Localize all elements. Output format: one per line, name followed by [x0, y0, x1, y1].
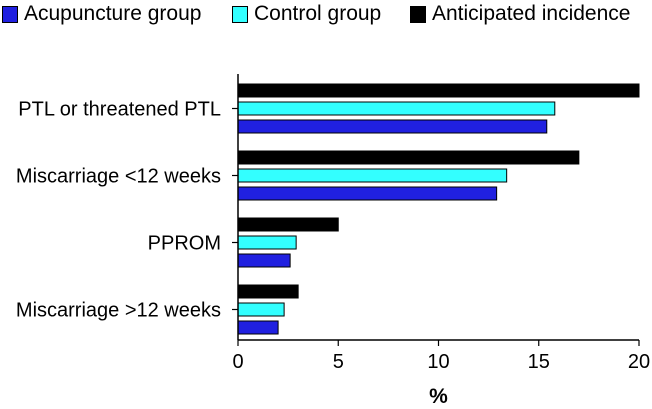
x-tick-label-3: 15	[528, 351, 550, 373]
category-label-0: PTL or threatened PTL	[18, 99, 221, 121]
category-label-3: Miscarriage >12 weeks	[16, 300, 221, 322]
bar-control-3	[237, 302, 285, 317]
legend-item-control: Control group	[232, 2, 381, 26]
legend: Acupuncture group Control group Anticipa…	[0, 2, 652, 30]
bar-acupuncture-0	[237, 119, 548, 134]
category-label-2: PPROM	[148, 233, 221, 255]
legend-swatch-anticipated	[410, 5, 426, 23]
bar-control-2	[237, 235, 297, 250]
x-tick-label-1: 5	[333, 351, 344, 373]
bar-acupuncture-1	[237, 186, 498, 201]
bar-anticipated-3	[237, 284, 299, 299]
legend-label-anticipated: Anticipated incidence	[432, 2, 631, 25]
category-label-1: Miscarriage <12 weeks	[16, 166, 221, 188]
legend-label-control: Control group	[254, 2, 382, 25]
x-axis-label: %	[429, 385, 448, 408]
bar-acupuncture-3	[237, 320, 279, 335]
legend-label-acupuncture: Acupuncture group	[24, 2, 202, 25]
x-tick-label-0: 0	[232, 351, 243, 373]
bar-control-1	[237, 168, 508, 183]
bar-anticipated-2	[237, 217, 339, 232]
bar-anticipated-1	[237, 150, 580, 165]
x-tick-label-4: 20	[628, 351, 650, 373]
legend-swatch-control	[232, 5, 248, 23]
legend-item-anticipated: Anticipated incidence	[410, 2, 630, 26]
bar-control-0	[237, 101, 556, 116]
legend-item-acupuncture: Acupuncture group	[2, 2, 201, 26]
legend-swatch-acupuncture	[2, 5, 18, 23]
bar-anticipated-0	[237, 83, 640, 98]
x-tick-label-2: 10	[427, 351, 449, 373]
bar-acupuncture-2	[237, 253, 291, 268]
